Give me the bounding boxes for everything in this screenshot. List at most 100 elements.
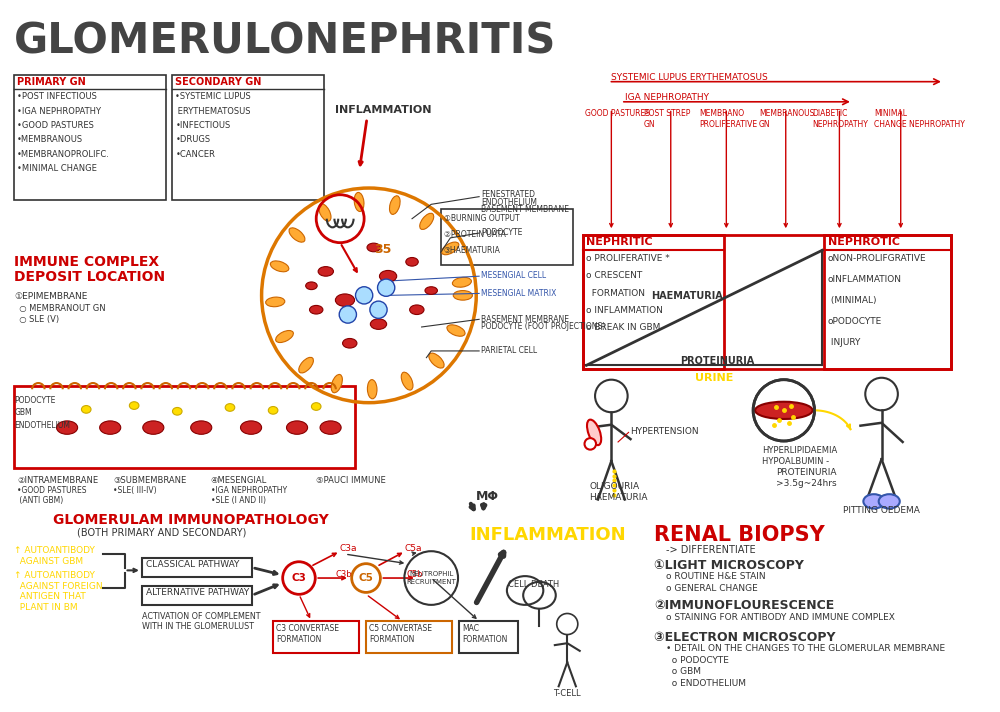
Text: CLASSICAL PATHWAY: CLASSICAL PATHWAY xyxy=(146,560,239,569)
Text: OLIGOURIA
HAEMATURIA: OLIGOURIA HAEMATURIA xyxy=(589,482,648,502)
Text: PROTEINURIA
>3.5g~24hrs: PROTEINURIA >3.5g~24hrs xyxy=(776,468,837,488)
Text: INFLAMMATION: INFLAMMATION xyxy=(470,526,626,544)
Text: NEUTROPHIL
RECRUITMENT: NEUTROPHIL RECRUITMENT xyxy=(406,571,456,585)
Text: •POST INFECTIOUS: •POST INFECTIOUS xyxy=(17,93,97,101)
Circle shape xyxy=(339,306,356,323)
Bar xyxy=(273,621,359,653)
Text: FENESTRATED: FENESTRATED xyxy=(481,190,535,199)
Ellipse shape xyxy=(311,403,321,410)
Ellipse shape xyxy=(320,421,341,434)
Ellipse shape xyxy=(268,407,278,414)
Bar xyxy=(824,235,951,369)
Text: ①BURNING OUTPUT: ①BURNING OUTPUT xyxy=(444,214,519,223)
Ellipse shape xyxy=(143,421,164,434)
Ellipse shape xyxy=(287,421,308,434)
Text: •SLE (I AND II): •SLE (I AND II) xyxy=(211,496,266,505)
Text: oPODOCYTE: oPODOCYTE xyxy=(828,318,882,326)
Circle shape xyxy=(356,287,373,304)
Ellipse shape xyxy=(299,357,313,373)
Text: C5: C5 xyxy=(359,573,373,583)
Text: C5a: C5a xyxy=(404,543,422,553)
Text: ALTERNATIVE PATHWAY: ALTERNATIVE PATHWAY xyxy=(146,587,249,597)
Bar xyxy=(583,235,951,369)
Text: NEPHROTIC: NEPHROTIC xyxy=(828,237,900,247)
Bar xyxy=(142,586,252,605)
Circle shape xyxy=(370,301,387,318)
Text: •IGA NEPHROPATHY: •IGA NEPHROPATHY xyxy=(211,486,287,495)
Text: MEMBRANO
PROLIFERATIVE: MEMBRANO PROLIFERATIVE xyxy=(700,108,758,129)
Text: PITTING OEDEMA: PITTING OEDEMA xyxy=(843,506,920,515)
Text: •SYSTEMIC LUPUS: •SYSTEMIC LUPUS xyxy=(175,93,251,101)
Ellipse shape xyxy=(276,330,293,342)
Text: ③SUBMEMBRANE: ③SUBMEMBRANE xyxy=(113,476,186,484)
Text: GBM: GBM xyxy=(14,409,32,417)
Ellipse shape xyxy=(318,266,333,276)
Text: ENDOTHELIUM: ENDOTHELIUM xyxy=(14,421,70,430)
Text: (ANTI GBM): (ANTI GBM) xyxy=(17,496,63,505)
Ellipse shape xyxy=(81,406,91,413)
Circle shape xyxy=(283,562,315,595)
Text: ACTIVATION OF COMPLEMENT: ACTIVATION OF COMPLEMENT xyxy=(142,612,260,621)
Text: •GOOD PASTURES: •GOOD PASTURES xyxy=(17,121,94,130)
Text: MAC
FORMATION: MAC FORMATION xyxy=(462,624,507,644)
Text: DIABETIC
NEPHROPATHY: DIABETIC NEPHROPATHY xyxy=(813,108,868,129)
Text: •IGA NEPHROPATHY: •IGA NEPHROPATHY xyxy=(17,107,101,115)
Text: BASEMENT MEMBRANE: BASEMENT MEMBRANE xyxy=(481,205,569,214)
Text: (MINIMAL): (MINIMAL) xyxy=(828,296,876,305)
Ellipse shape xyxy=(389,196,400,214)
Text: -> DIFFERENTIATE: -> DIFFERENTIATE xyxy=(666,545,756,555)
Text: o INFLAMMATION: o INFLAMMATION xyxy=(586,306,663,315)
Text: ↑ AUTOANTIBODY: ↑ AUTOANTIBODY xyxy=(14,546,95,555)
Text: HYPERLIPIDAEMIA
HYPOALBUMIN -: HYPERLIPIDAEMIA HYPOALBUMIN - xyxy=(762,446,837,466)
Text: •CANCER: •CANCER xyxy=(175,150,215,159)
Text: HAEMATURIA: HAEMATURIA xyxy=(652,290,723,300)
Ellipse shape xyxy=(425,287,437,294)
Ellipse shape xyxy=(429,353,444,368)
Text: ②IMMUNOFLOURESCENCE: ②IMMUNOFLOURESCENCE xyxy=(654,599,835,612)
Ellipse shape xyxy=(191,421,212,434)
Text: PODOCYTE: PODOCYTE xyxy=(14,396,56,405)
Text: SECONDARY GN: SECONDARY GN xyxy=(175,77,262,87)
Circle shape xyxy=(378,279,395,296)
Ellipse shape xyxy=(442,242,459,255)
Text: HYPERTENSION: HYPERTENSION xyxy=(631,426,699,436)
Ellipse shape xyxy=(335,294,355,306)
Text: 35: 35 xyxy=(374,243,391,256)
Text: PARIETAL CELL: PARIETAL CELL xyxy=(481,346,537,355)
Text: ④MESENGIAL: ④MESENGIAL xyxy=(211,476,267,484)
Text: ①LIGHT MICROSCOPY: ①LIGHT MICROSCOPY xyxy=(654,559,804,572)
Bar xyxy=(14,75,166,199)
Text: BASEMENT MEMBRANE: BASEMENT MEMBRANE xyxy=(481,315,569,323)
Text: T-CELL: T-CELL xyxy=(553,689,581,698)
Text: MINIMAL
CHANGE NEPHROPATHY: MINIMAL CHANGE NEPHROPATHY xyxy=(874,108,965,129)
Text: o CRESCENT: o CRESCENT xyxy=(586,271,643,281)
Ellipse shape xyxy=(379,271,397,282)
Text: POST STREP
GN: POST STREP GN xyxy=(644,108,690,129)
Ellipse shape xyxy=(755,402,813,419)
Text: oINFLAMMATION: oINFLAMMATION xyxy=(828,276,902,284)
Ellipse shape xyxy=(57,421,78,434)
Ellipse shape xyxy=(410,305,424,315)
Ellipse shape xyxy=(406,258,418,266)
Text: INFLAMMATION: INFLAMMATION xyxy=(335,105,432,115)
Ellipse shape xyxy=(331,375,342,393)
Ellipse shape xyxy=(100,421,121,434)
Text: AGAINST FOREIGN: AGAINST FOREIGN xyxy=(14,582,103,591)
Text: •MINIMAL CHANGE: •MINIMAL CHANGE xyxy=(17,164,97,173)
Text: ○ MEMBRANOUT GN: ○ MEMBRANOUT GN xyxy=(14,304,106,313)
Ellipse shape xyxy=(319,204,331,221)
Text: PODOCYTE: PODOCYTE xyxy=(481,229,522,237)
Text: WITH IN THE GLOMERULUST: WITH IN THE GLOMERULUST xyxy=(142,622,254,631)
Text: MΦ: MΦ xyxy=(476,490,499,503)
Text: •MEMBRANOPROLIFC.: •MEMBRANOPROLIFC. xyxy=(17,150,110,159)
Ellipse shape xyxy=(270,261,289,272)
Ellipse shape xyxy=(129,402,139,409)
Text: ②INTRAMEMBRANE: ②INTRAMEMBRANE xyxy=(17,476,98,484)
Text: ○ SLE (V): ○ SLE (V) xyxy=(14,315,59,323)
Ellipse shape xyxy=(370,319,387,330)
Ellipse shape xyxy=(241,421,262,434)
Text: RENAL BIOPSY: RENAL BIOPSY xyxy=(654,525,825,545)
Bar xyxy=(142,558,252,577)
Text: PROTEINURIA: PROTEINURIA xyxy=(680,356,755,366)
Bar xyxy=(366,621,452,653)
